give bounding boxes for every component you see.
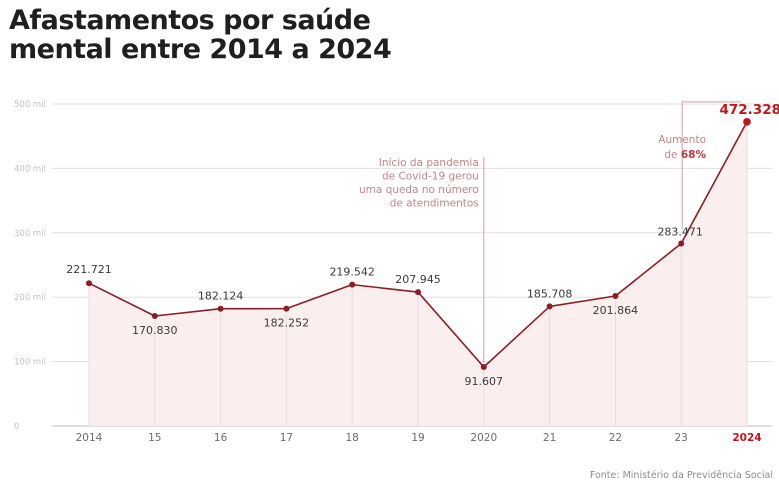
y-tick-label: 0 (14, 422, 19, 432)
data-label: 201.864 (593, 304, 639, 317)
data-point (349, 281, 356, 288)
increase-annotation-label: Aumento (658, 134, 706, 146)
increase-word: de (664, 149, 680, 161)
data-point (283, 305, 290, 312)
data-point (743, 118, 751, 126)
y-tick-label: 100 mil (14, 358, 46, 368)
data-label: 472.328 (720, 102, 779, 118)
increase-annotation-value: de 68% (664, 149, 706, 161)
x-tick-label: 19 (411, 432, 424, 444)
data-label: 182.252 (264, 317, 310, 330)
increase-percent: 68% (681, 149, 707, 161)
covid-annotation-text: de Covid-19 gerou (382, 171, 479, 183)
data-point (546, 303, 553, 310)
data-point (612, 292, 619, 299)
data-label: 221.721 (66, 263, 112, 276)
x-tick-label: 23 (675, 432, 688, 444)
data-point (217, 305, 224, 312)
chart-title-line-1: Afastamentos por saúde (9, 5, 371, 36)
data-point (86, 280, 92, 287)
data-label: 182.124 (198, 290, 244, 303)
x-tick-label: 2024 (732, 432, 761, 444)
x-tick-label: 16 (214, 432, 228, 444)
line-layer (86, 118, 751, 371)
y-tick-label: 300 mil (14, 229, 46, 239)
y-tick-label: 500 mil (14, 100, 46, 110)
data-label: 91.607 (465, 375, 504, 388)
y-tick-label: 400 mil (14, 164, 46, 174)
covid-annotation-text: de atendimentos (390, 198, 479, 210)
x-tick-label: 22 (609, 432, 622, 444)
data-label: 219.542 (329, 266, 375, 279)
area-fill (89, 121, 747, 426)
x-tick-label: 15 (148, 432, 161, 444)
y-tick-label: 200 mil (14, 293, 46, 303)
x-tick-label: 18 (346, 432, 359, 444)
label-layer: 221.721 170.830 182.124 182.252 219.542 207.9… (66, 102, 779, 444)
area-layer (88, 121, 748, 426)
data-label: 185.708 (527, 287, 573, 300)
data-point (415, 289, 421, 296)
data-point (480, 364, 487, 371)
data-label: 207.945 (395, 273, 441, 286)
data-point (678, 240, 685, 247)
increase-bracket (681, 101, 741, 230)
x-tick-label: 2020 (470, 432, 497, 444)
covid-annotation-text: uma queda no número (359, 184, 479, 196)
covid-annotation-text: Início da pandemia (379, 157, 479, 169)
x-tick-label: 17 (280, 432, 293, 444)
data-point (151, 312, 158, 319)
x-tick-label: 21 (543, 432, 556, 444)
source-note: Fonte: Ministério da Previdência Social (589, 470, 773, 481)
data-label: 283.471 (657, 225, 703, 238)
x-tick-label: 2014 (76, 432, 103, 444)
chart-title: Afastamentos por saúde mental entre 2014… (9, 5, 392, 65)
grid-layer: 0 100 mil 200 mil 300 mil 400 mil 500 mil (14, 100, 772, 432)
chart-title-line-2: mental entre 2014 a 2024 (9, 34, 392, 65)
data-label: 170.830 (132, 324, 178, 337)
